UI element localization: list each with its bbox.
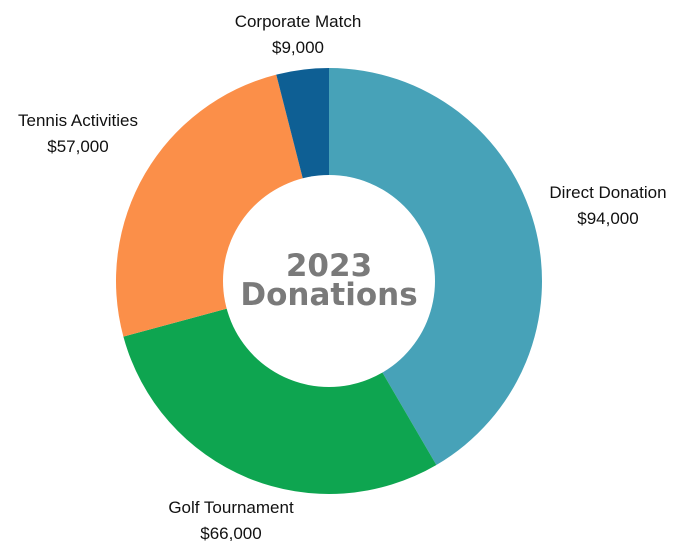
slice-value-corporate-match: $9,000 [272, 38, 324, 57]
slice-value-golf-tournament: $66,000 [200, 524, 261, 541]
slice-label-direct-donation: Direct Donation [549, 183, 666, 202]
slice-value-direct-donation: $94,000 [577, 209, 638, 228]
donut-hole [223, 175, 435, 387]
center-title-line2: Donations [240, 277, 417, 313]
slice-value-tennis-activities: $57,000 [47, 137, 108, 156]
slice-label-golf-tournament: Golf Tournament [168, 498, 294, 517]
slice-label-corporate-match: Corporate Match [235, 12, 362, 31]
center-title-line1: 2023 [286, 248, 372, 284]
slice-label-tennis-activities: Tennis Activities [18, 111, 138, 130]
